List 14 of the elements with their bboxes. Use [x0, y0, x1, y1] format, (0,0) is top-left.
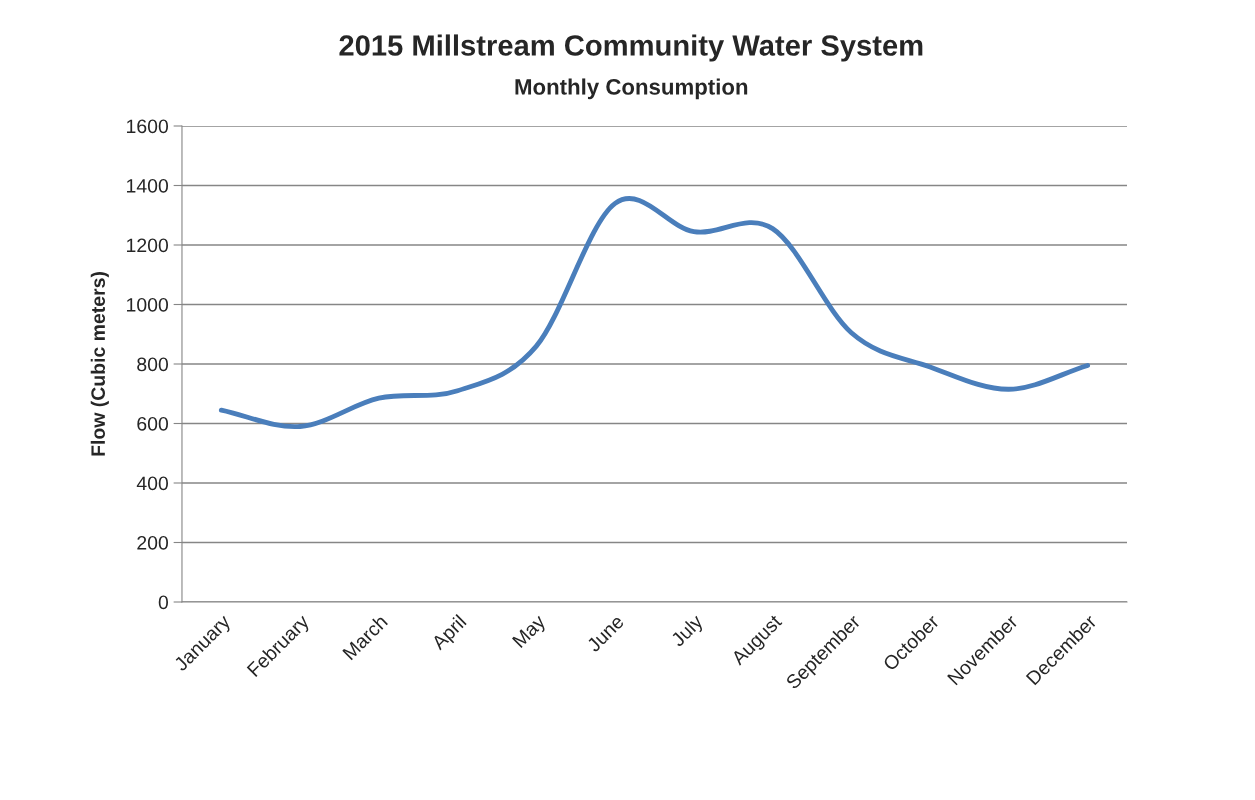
- y-tick-label: 800: [137, 357, 169, 372]
- chart-subtitle: Monthly Consumption: [515, 78, 748, 100]
- y-tick-label: 600: [137, 416, 169, 431]
- y-tick-label: 1400: [127, 178, 169, 193]
- y-tick-label: 0: [158, 595, 169, 610]
- y-tick-label: 1000: [127, 297, 169, 312]
- chart-title: 2015 Millstream Community Water System: [339, 34, 923, 62]
- x-tick-label: July: [669, 613, 707, 651]
- x-tick-label: May: [512, 613, 550, 651]
- y-tick-label: 1200: [127, 238, 169, 253]
- y-tick-label: 1600: [127, 119, 169, 134]
- y-axis-title: Flow (Cubic meters): [90, 272, 109, 456]
- y-tick-label: 400: [136, 476, 169, 491]
- y-tick-label: 200: [137, 535, 169, 550]
